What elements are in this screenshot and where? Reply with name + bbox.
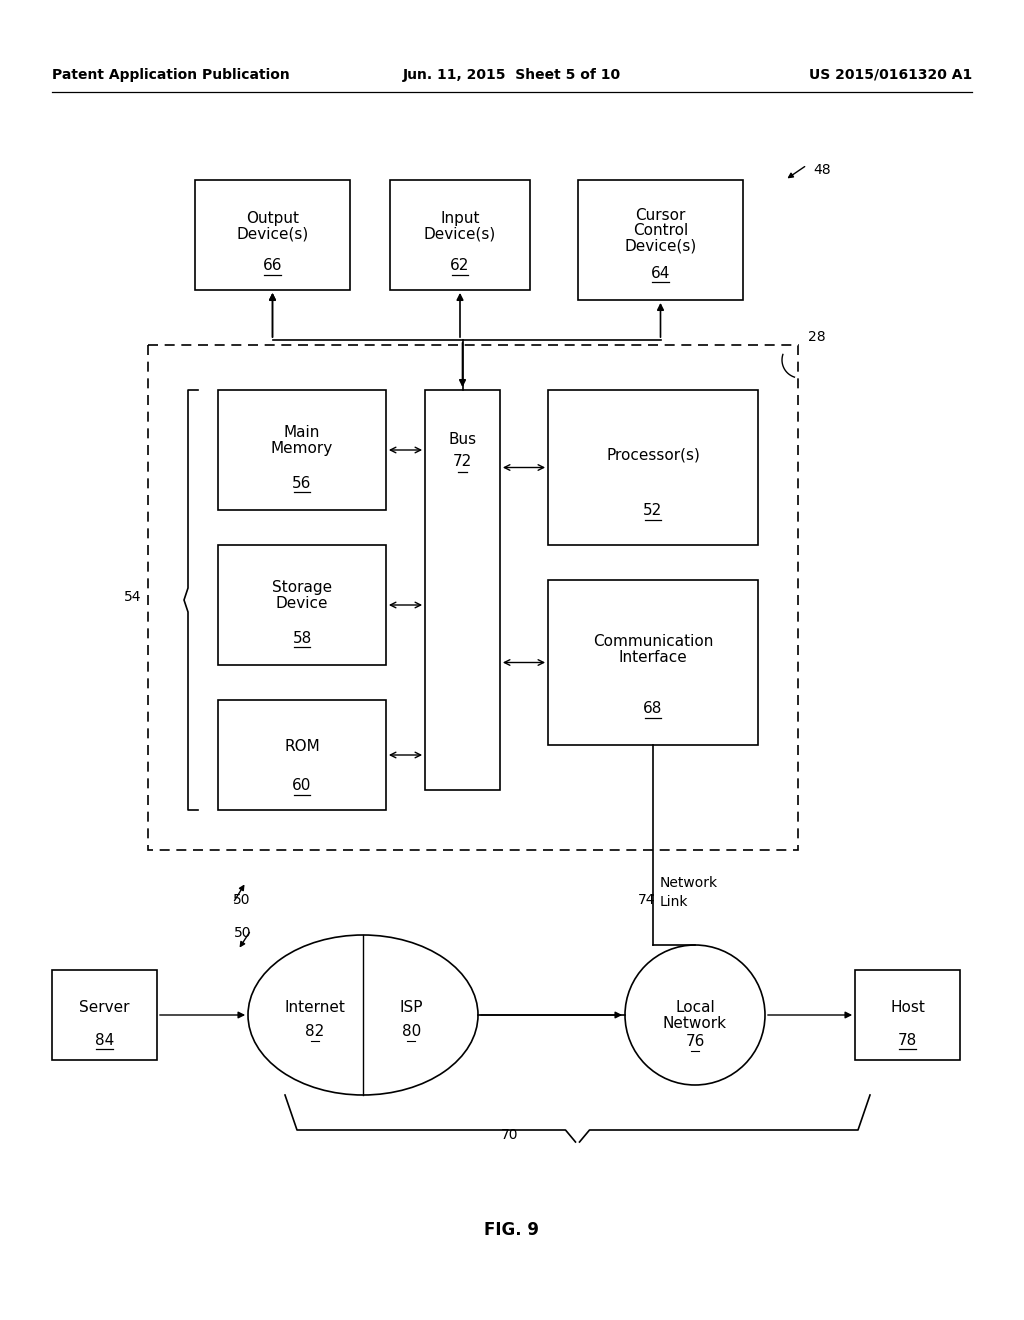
Text: 54: 54 xyxy=(124,590,141,605)
Text: Output: Output xyxy=(246,211,299,226)
Text: 56: 56 xyxy=(292,477,311,491)
Bar xyxy=(548,389,758,545)
Text: Device(s): Device(s) xyxy=(424,227,496,242)
Bar xyxy=(218,545,386,665)
Bar xyxy=(548,579,758,744)
Text: Server: Server xyxy=(79,1001,130,1015)
Text: Network: Network xyxy=(660,876,718,890)
Text: Control: Control xyxy=(633,223,688,238)
Text: 68: 68 xyxy=(643,701,663,717)
Text: Input: Input xyxy=(440,211,480,226)
Text: 48: 48 xyxy=(813,162,830,177)
Text: 82: 82 xyxy=(305,1023,325,1039)
Text: Cursor: Cursor xyxy=(635,207,686,223)
Text: Bus: Bus xyxy=(449,433,476,447)
Text: Device(s): Device(s) xyxy=(237,227,308,242)
Text: Jun. 11, 2015  Sheet 5 of 10: Jun. 11, 2015 Sheet 5 of 10 xyxy=(402,69,622,82)
Text: 50: 50 xyxy=(233,894,251,907)
Text: 76: 76 xyxy=(685,1034,705,1048)
Text: Device: Device xyxy=(275,595,329,611)
Text: 62: 62 xyxy=(451,259,470,273)
Text: Storage: Storage xyxy=(272,581,332,595)
Bar xyxy=(52,970,157,1060)
Text: 78: 78 xyxy=(898,1032,918,1048)
Text: 84: 84 xyxy=(95,1032,114,1048)
Text: Interface: Interface xyxy=(618,649,687,664)
Bar xyxy=(195,180,350,290)
Text: 70: 70 xyxy=(502,1129,519,1142)
Bar xyxy=(148,345,798,850)
Text: 28: 28 xyxy=(808,330,825,345)
Text: Network: Network xyxy=(663,1015,727,1031)
Text: Link: Link xyxy=(660,895,688,909)
Text: 58: 58 xyxy=(293,631,311,645)
Text: US 2015/0161320 A1: US 2015/0161320 A1 xyxy=(809,69,972,82)
Text: Memory: Memory xyxy=(271,441,333,455)
Text: 52: 52 xyxy=(643,503,663,519)
Text: ROM: ROM xyxy=(284,739,319,754)
Text: 72: 72 xyxy=(453,454,472,470)
Bar xyxy=(390,180,530,290)
Text: FIG. 9: FIG. 9 xyxy=(484,1221,540,1239)
Text: Internet: Internet xyxy=(285,999,345,1015)
Text: Local: Local xyxy=(675,999,715,1015)
Text: 74: 74 xyxy=(638,894,655,907)
Bar xyxy=(218,389,386,510)
Text: 50: 50 xyxy=(233,927,251,940)
Text: 66: 66 xyxy=(263,259,283,273)
Text: ISP: ISP xyxy=(399,999,423,1015)
Text: Communication: Communication xyxy=(593,634,713,649)
Text: Patent Application Publication: Patent Application Publication xyxy=(52,69,290,82)
Text: Main: Main xyxy=(284,425,321,440)
Text: 60: 60 xyxy=(292,779,311,793)
Text: Host: Host xyxy=(890,1001,925,1015)
Bar xyxy=(218,700,386,810)
Text: Processor(s): Processor(s) xyxy=(606,447,700,462)
Text: 64: 64 xyxy=(651,267,670,281)
Text: Device(s): Device(s) xyxy=(625,239,696,253)
Bar xyxy=(425,389,500,789)
Bar xyxy=(855,970,961,1060)
Bar xyxy=(578,180,743,300)
Text: 80: 80 xyxy=(401,1023,421,1039)
